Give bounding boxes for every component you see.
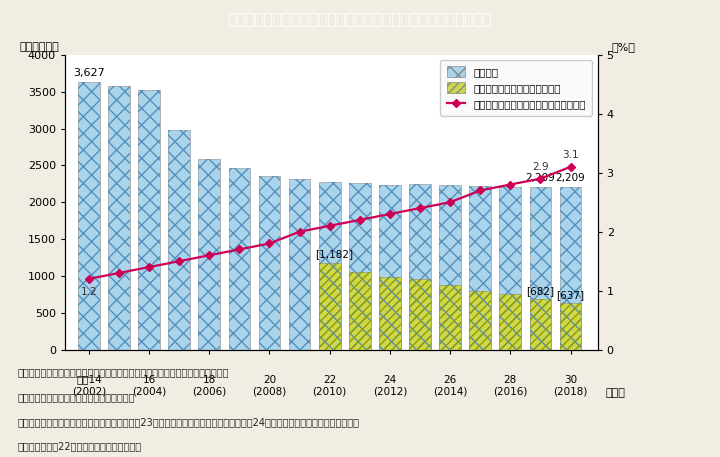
Bar <box>289 180 310 350</box>
Text: 1.2: 1.2 <box>81 287 97 297</box>
Bar <box>319 182 341 350</box>
Text: ３．東日本大震災の影響により，平成23年の岩手県，宮城県及び福島県，平成24年の宮城県牡鹿郡女川町の値は，平: ３．東日本大震災の影響により，平成23年の岩手県，宮城県及び福島県，平成24年の… <box>18 417 360 427</box>
Bar <box>199 159 220 350</box>
Text: 2.9: 2.9 <box>532 162 549 171</box>
Bar <box>530 187 552 350</box>
Text: 平成14
(2002): 平成14 (2002) <box>72 375 106 396</box>
Text: 16
(2004): 16 (2004) <box>132 375 166 396</box>
Bar <box>379 185 401 350</box>
Text: 3,627: 3,627 <box>73 68 104 78</box>
Bar <box>530 299 552 350</box>
Bar <box>349 272 371 350</box>
Text: [637]: [637] <box>557 290 585 300</box>
Text: （年）: （年） <box>606 388 626 399</box>
Bar <box>319 262 341 350</box>
Bar <box>138 90 160 350</box>
Text: 30
(2018): 30 (2018) <box>554 375 588 396</box>
Bar <box>108 86 130 350</box>
Bar <box>349 272 371 350</box>
Bar <box>379 185 401 350</box>
Text: （%）: （%） <box>611 42 635 52</box>
Bar <box>439 286 461 350</box>
Bar <box>559 187 581 350</box>
Bar <box>409 184 431 350</box>
Bar <box>108 86 130 350</box>
Text: [1,182]: [1,182] <box>315 250 354 260</box>
Bar <box>379 277 401 350</box>
Text: （備考）１．消防庁「消防防災・震災対策現況調査」及び消防庁資料より作成。: （備考）１．消防庁「消防防災・震災対策現況調査」及び消防庁資料より作成。 <box>18 367 230 377</box>
Text: 成22年４月１日の数値で集計。: 成22年４月１日の数値で集計。 <box>18 441 142 452</box>
Bar <box>168 130 190 350</box>
Text: 2,209: 2,209 <box>556 173 585 183</box>
Text: 24
(2012): 24 (2012) <box>373 375 407 396</box>
Text: 3.1: 3.1 <box>562 150 579 160</box>
Bar <box>469 186 491 350</box>
Bar <box>228 168 251 350</box>
Bar <box>78 82 99 350</box>
Text: [682]: [682] <box>526 287 554 297</box>
Bar <box>469 291 491 350</box>
Text: Ｉ－４－８図　消防団数及び消防団員に占める女性の割合の推移: Ｉ－４－８図 消防団数及び消防団員に占める女性の割合の推移 <box>228 12 492 27</box>
Legend: 消防団数, うち女性団員がいない消防団数, 消防団員に占める女性の割合（右目盛）: 消防団数, うち女性団員がいない消防団数, 消防団員に占める女性の割合（右目盛） <box>441 60 593 116</box>
Bar <box>319 262 341 350</box>
Bar <box>469 291 491 350</box>
Bar <box>439 185 461 350</box>
Bar <box>168 130 190 350</box>
Bar <box>349 183 371 350</box>
Bar <box>559 303 581 350</box>
Bar <box>439 286 461 350</box>
Bar <box>199 159 220 350</box>
Bar <box>138 90 160 350</box>
Bar <box>409 279 431 350</box>
Bar <box>379 277 401 350</box>
Bar <box>469 186 491 350</box>
Bar <box>289 180 310 350</box>
Text: 26
(2014): 26 (2014) <box>433 375 467 396</box>
Text: 28
(2016): 28 (2016) <box>493 375 528 396</box>
Text: （消防団数）: （消防団数） <box>19 42 59 52</box>
Bar <box>530 299 552 350</box>
Text: 2,209: 2,209 <box>526 173 555 183</box>
Bar <box>319 182 341 350</box>
Bar <box>500 294 521 350</box>
Bar <box>228 168 251 350</box>
Bar <box>349 183 371 350</box>
Text: 20
(2008): 20 (2008) <box>253 375 287 396</box>
Bar <box>78 82 99 350</box>
Bar <box>409 279 431 350</box>
Bar <box>559 303 581 350</box>
Text: ２．原則として各年４月１日現在。: ２．原則として各年４月１日現在。 <box>18 392 135 402</box>
Bar <box>409 184 431 350</box>
Bar <box>439 185 461 350</box>
Bar <box>258 175 280 350</box>
Text: 18
(2006): 18 (2006) <box>192 375 226 396</box>
Bar <box>530 187 552 350</box>
Bar <box>500 294 521 350</box>
Text: 22
(2010): 22 (2010) <box>312 375 347 396</box>
Bar <box>559 187 581 350</box>
Bar <box>500 187 521 350</box>
Bar <box>500 187 521 350</box>
Bar <box>258 175 280 350</box>
